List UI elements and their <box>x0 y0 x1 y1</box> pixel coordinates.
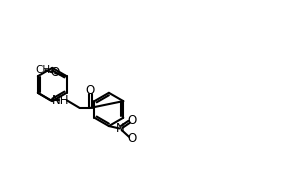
Text: O: O <box>127 114 136 127</box>
Text: CH₃: CH₃ <box>36 65 55 75</box>
Text: O: O <box>127 132 136 145</box>
Text: NH: NH <box>52 94 69 107</box>
Text: O: O <box>50 66 60 79</box>
Text: N: N <box>115 122 124 135</box>
Text: O: O <box>86 84 95 97</box>
